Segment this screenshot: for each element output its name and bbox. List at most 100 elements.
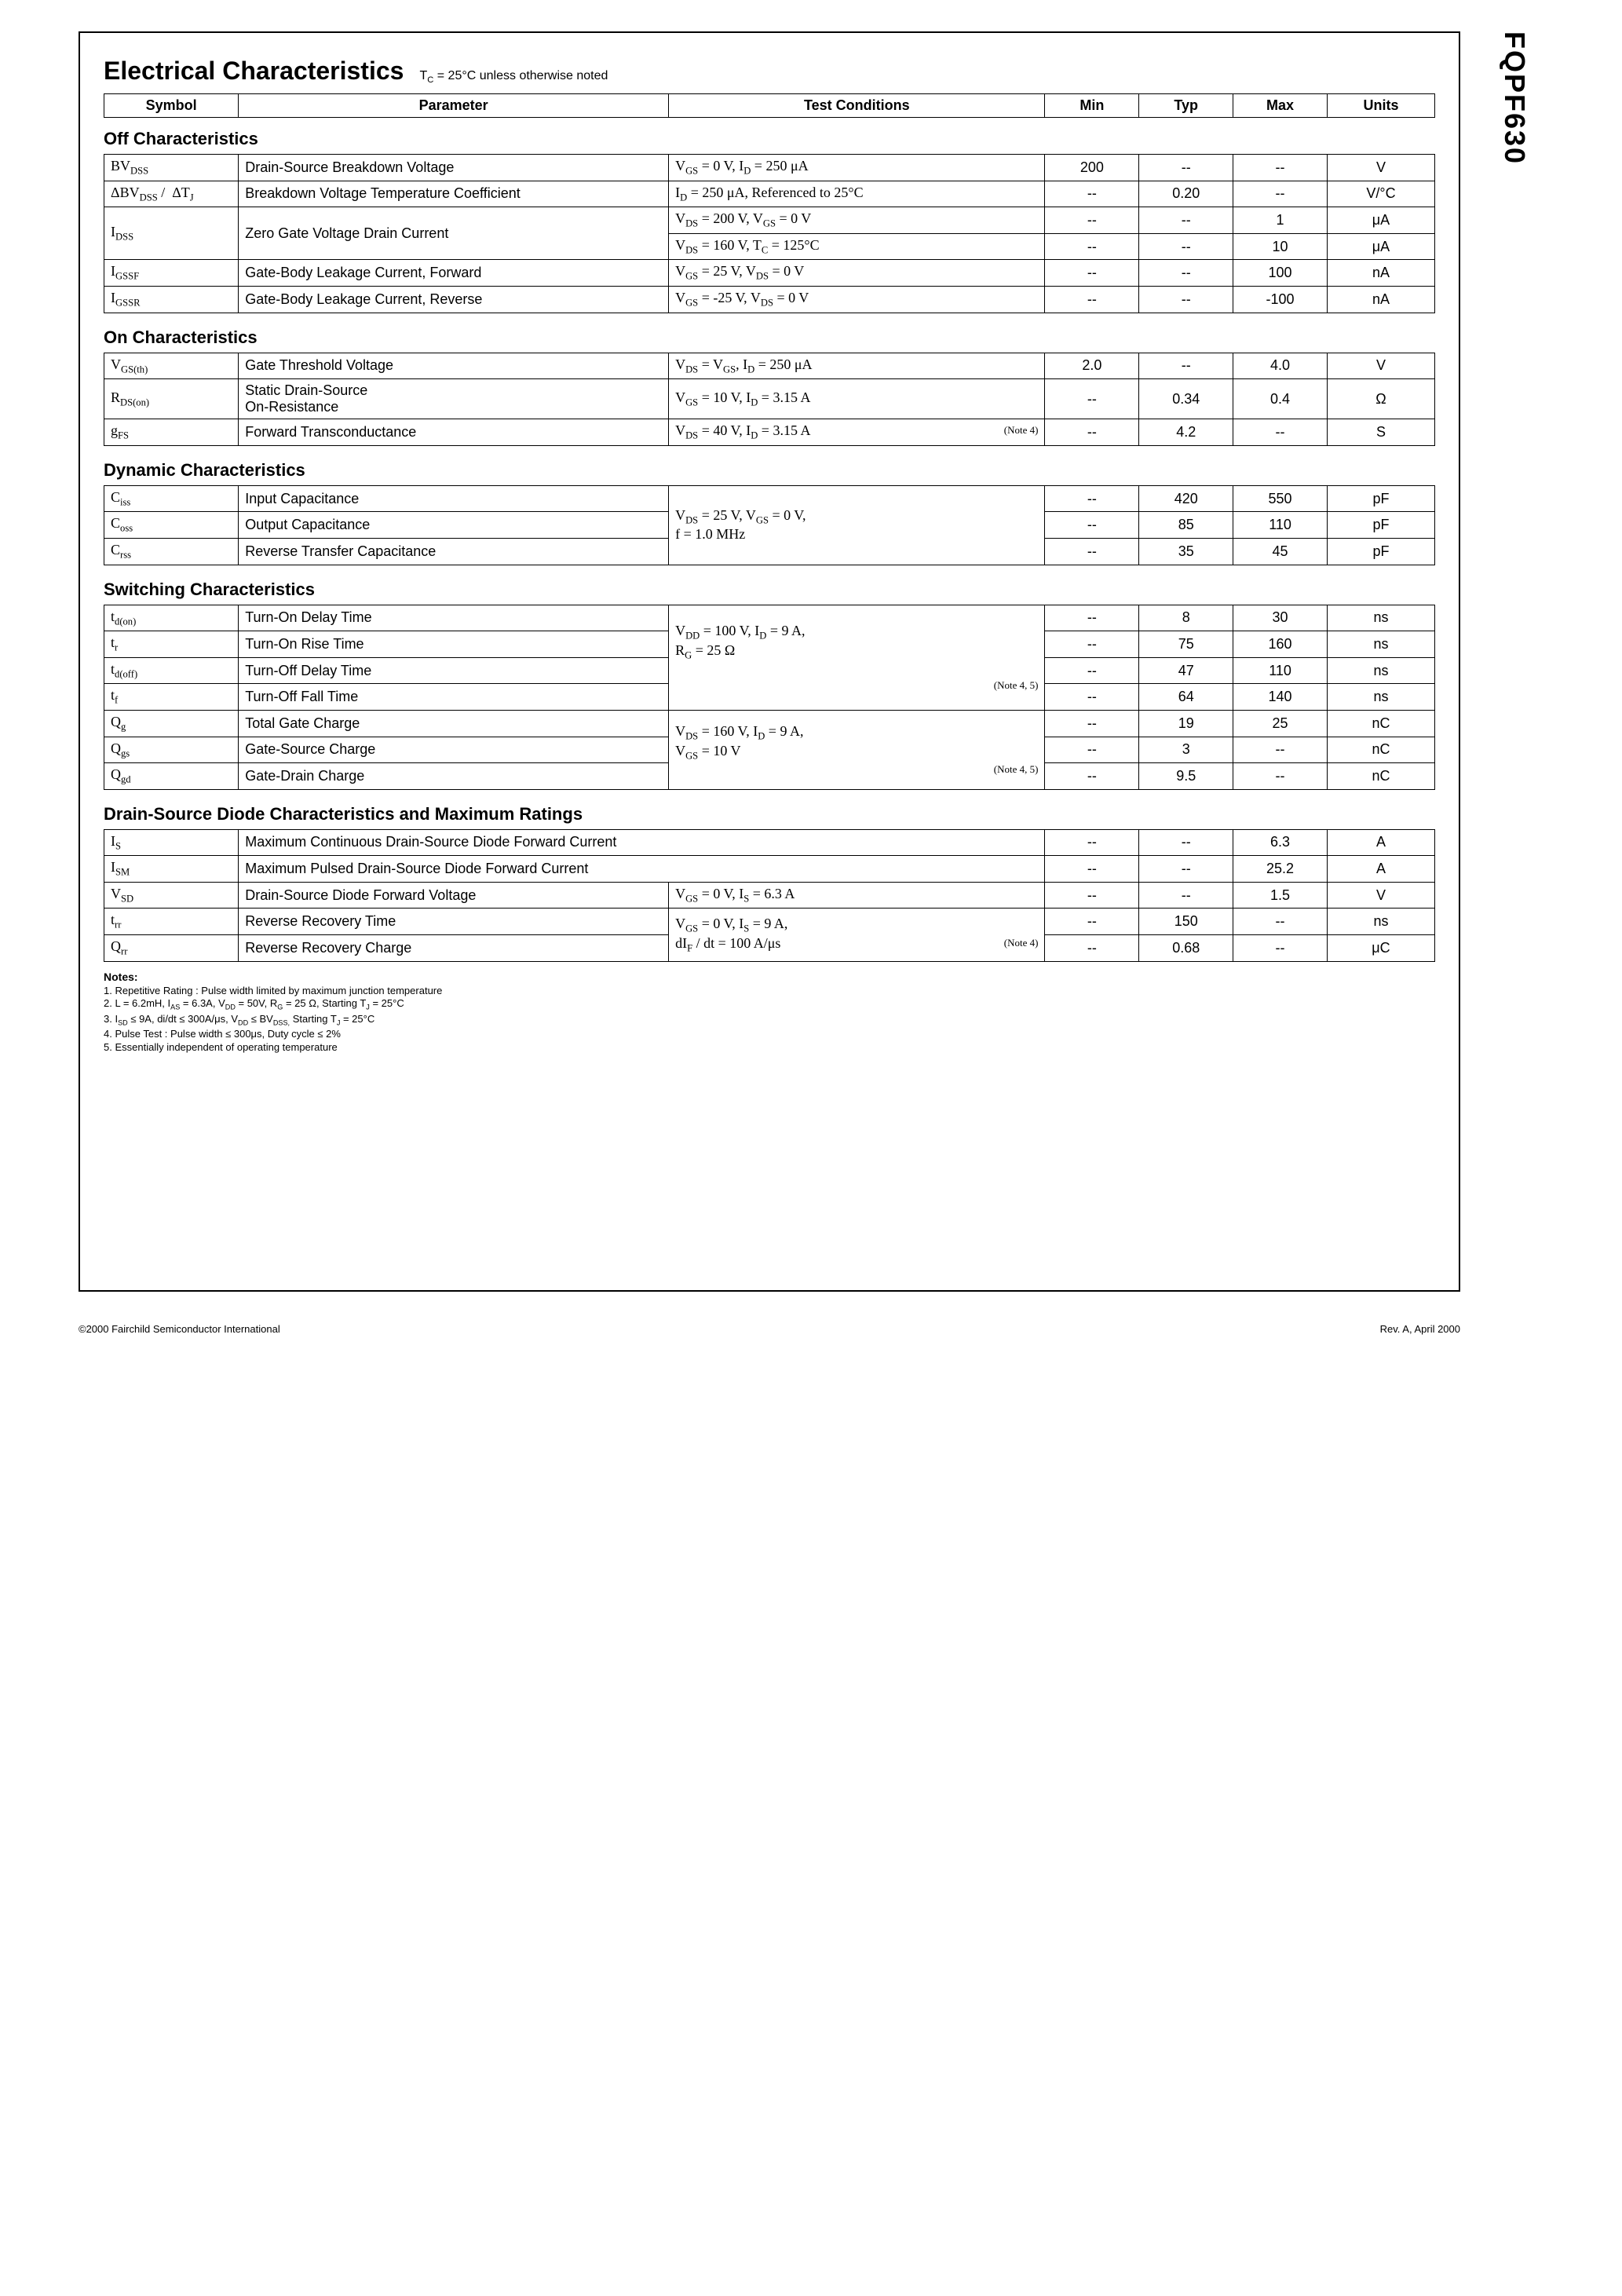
cell-parameter: Drain-Source Breakdown Voltage xyxy=(239,155,669,181)
table-row: VGS(th)Gate Threshold VoltageVDS = VGS, … xyxy=(104,353,1435,379)
cell-unit: ns xyxy=(1327,657,1434,684)
cell-typ: 64 xyxy=(1139,684,1233,711)
cell-unit: V xyxy=(1327,155,1434,181)
cell-max: -- xyxy=(1233,935,1328,962)
footer-right: Rev. A, April 2000 xyxy=(1380,1323,1460,1335)
cell-symbol: IGSSF xyxy=(104,260,239,287)
cell-typ: 4.2 xyxy=(1139,419,1233,446)
cell-max: 110 xyxy=(1233,657,1328,684)
table-row: IGSSRGate-Body Leakage Current, ReverseV… xyxy=(104,286,1435,313)
cell-symbol: Ciss xyxy=(104,485,239,512)
cell-parameter: Maximum Pulsed Drain-Source Diode Forwar… xyxy=(239,856,1045,883)
cell-symbol: ΔBVDSS / ΔTJ xyxy=(104,181,239,207)
cell-symbol: tf xyxy=(104,684,239,711)
cell-unit: ns xyxy=(1327,684,1434,711)
datasheet-content: Electrical Characteristics TC = 25°C unl… xyxy=(79,31,1460,1292)
table-row: ISMaximum Continuous Drain-Source Diode … xyxy=(104,829,1435,856)
cell-unit: V/°C xyxy=(1327,181,1434,207)
cell-typ: -- xyxy=(1139,353,1233,379)
cell-condition: VDS = 40 V, ID = 3.15 A (Note 4) xyxy=(669,419,1045,446)
cell-typ: -- xyxy=(1139,882,1233,909)
table-row: td(on)Turn-On Delay TimeVDD = 100 V, ID … xyxy=(104,605,1435,631)
cell-min: -- xyxy=(1045,419,1139,446)
part-number-side: FQPF630 xyxy=(1498,31,1531,165)
cell-unit: μA xyxy=(1327,207,1434,234)
cell-symbol: tr xyxy=(104,631,239,658)
cell-condition: VGS = 0 V, IS = 9 A,dIF / dt = 100 A/μs … xyxy=(669,909,1045,961)
cell-unit: pF xyxy=(1327,512,1434,539)
cell-typ: -- xyxy=(1139,233,1233,260)
cell-min: -- xyxy=(1045,512,1139,539)
notes: Notes: 1. Repetitive Rating : Pulse widt… xyxy=(104,970,1435,1055)
table-row: CissInput CapacitanceVDS = 25 V, VGS = 0… xyxy=(104,485,1435,512)
table-row: IGSSFGate-Body Leakage Current, ForwardV… xyxy=(104,260,1435,287)
cell-max: 140 xyxy=(1233,684,1328,711)
title-condition: TC = 25°C unless otherwise noted xyxy=(419,69,608,85)
section-dsd: Drain-Source Diode Characteristics and M… xyxy=(104,804,1435,824)
cell-typ: 0.20 xyxy=(1139,181,1233,207)
note-line: 4. Pulse Test : Pulse width ≤ 300μs, Dut… xyxy=(104,1028,1435,1041)
cell-parameter: Gate Threshold Voltage xyxy=(239,353,669,379)
section-dyn: Dynamic Characteristics xyxy=(104,460,1435,481)
section-sw: Switching Characteristics xyxy=(104,579,1435,600)
cell-symbol: gFS xyxy=(104,419,239,446)
th-min: Min xyxy=(1045,94,1139,118)
cell-max: 6.3 xyxy=(1233,829,1328,856)
cell-condition: VDS = VGS, ID = 250 μA xyxy=(669,353,1045,379)
cell-parameter: Reverse Recovery Charge xyxy=(239,935,669,962)
note-line: 5. Essentially independent of operating … xyxy=(104,1041,1435,1055)
cell-typ: 47 xyxy=(1139,657,1233,684)
cell-typ: 19 xyxy=(1139,710,1233,737)
cell-min: -- xyxy=(1045,286,1139,313)
table-row: IDSSZero Gate Voltage Drain CurrentVDS =… xyxy=(104,207,1435,234)
cell-unit: A xyxy=(1327,856,1434,883)
cell-condition: VGS = 25 V, VDS = 0 V xyxy=(669,260,1045,287)
cell-min: -- xyxy=(1045,631,1139,658)
cell-typ: 35 xyxy=(1139,538,1233,565)
notes-title: Notes: xyxy=(104,971,138,983)
cell-min: -- xyxy=(1045,485,1139,512)
dyn-table: CissInput CapacitanceVDS = 25 V, VGS = 0… xyxy=(104,485,1435,565)
cell-symbol: ISM xyxy=(104,856,239,883)
cell-min: -- xyxy=(1045,909,1139,935)
cell-unit: S xyxy=(1327,419,1434,446)
cell-typ: 0.34 xyxy=(1139,379,1233,419)
cell-min: 200 xyxy=(1045,155,1139,181)
cell-max: 1 xyxy=(1233,207,1328,234)
cell-min: -- xyxy=(1045,829,1139,856)
cell-parameter: Turn-On Delay Time xyxy=(239,605,669,631)
cell-symbol: IDSS xyxy=(104,207,239,260)
cell-parameter: Turn-Off Fall Time xyxy=(239,684,669,711)
cell-max: 45 xyxy=(1233,538,1328,565)
cell-min: 2.0 xyxy=(1045,353,1139,379)
cell-unit: Ω xyxy=(1327,379,1434,419)
on-table: VGS(th)Gate Threshold VoltageVDS = VGS, … xyxy=(104,353,1435,446)
off-table: BVDSSDrain-Source Breakdown VoltageVGS =… xyxy=(104,154,1435,313)
cell-condition: VDS = 160 V, ID = 9 A,VGS = 10 V(Note 4,… xyxy=(669,710,1045,789)
cell-parameter: Breakdown Voltage Temperature Coefficien… xyxy=(239,181,669,207)
table-row: trrReverse Recovery TimeVGS = 0 V, IS = … xyxy=(104,909,1435,935)
cell-unit: nC xyxy=(1327,763,1434,790)
cell-symbol: td(on) xyxy=(104,605,239,631)
cell-min: -- xyxy=(1045,763,1139,790)
cell-unit: μA xyxy=(1327,233,1434,260)
cell-unit: ns xyxy=(1327,631,1434,658)
cell-unit: ns xyxy=(1327,909,1434,935)
cell-min: -- xyxy=(1045,882,1139,909)
cell-max: 1.5 xyxy=(1233,882,1328,909)
cell-max: 25.2 xyxy=(1233,856,1328,883)
section-on: On Characteristics xyxy=(104,327,1435,348)
cell-symbol: Coss xyxy=(104,512,239,539)
table-row: RDS(on)Static Drain-SourceOn-ResistanceV… xyxy=(104,379,1435,419)
cell-typ: -- xyxy=(1139,260,1233,287)
cell-symbol: Qgd xyxy=(104,763,239,790)
cell-unit: nC xyxy=(1327,710,1434,737)
cell-typ: -- xyxy=(1139,286,1233,313)
table-row: ISMMaximum Pulsed Drain-Source Diode For… xyxy=(104,856,1435,883)
cell-typ: 0.68 xyxy=(1139,935,1233,962)
cell-max: 25 xyxy=(1233,710,1328,737)
note-line: 1. Repetitive Rating : Pulse width limit… xyxy=(104,985,1435,998)
cell-condition: VGS = -25 V, VDS = 0 V xyxy=(669,286,1045,313)
cell-typ: 8 xyxy=(1139,605,1233,631)
cell-min: -- xyxy=(1045,181,1139,207)
